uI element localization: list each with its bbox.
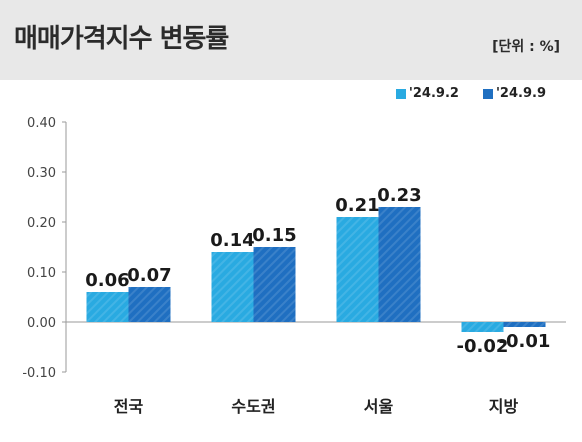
x-category-label: 전국 xyxy=(114,397,144,416)
data-label: -0.01 xyxy=(499,331,551,352)
chart-header: 매매가격지수 변동률 [단위 : %] xyxy=(0,0,582,80)
chart-legend: '24.9.2 '24.9.9 xyxy=(395,86,546,101)
bar-2 xyxy=(503,322,546,327)
bar-2 xyxy=(253,247,296,322)
chart-title: 매매가격지수 변동률 xyxy=(14,24,229,54)
legend-swatch-series-1 xyxy=(395,88,406,99)
y-tick-label: 0.20 xyxy=(27,216,56,231)
data-label: 0.06 xyxy=(85,270,129,291)
data-label: -0.02 xyxy=(457,336,509,357)
bar-1 xyxy=(86,292,129,322)
x-category-label: 수도권 xyxy=(231,397,275,416)
bar-2 xyxy=(378,207,421,322)
legend-item-series-1: '24.9.2 xyxy=(395,86,459,101)
legend-label-series-2: '24.9.9 xyxy=(495,86,546,101)
legend-label-series-1: '24.9.2 xyxy=(408,86,459,101)
legend-swatch-series-2 xyxy=(482,88,493,99)
unit-label: [단위 : %] xyxy=(492,39,560,55)
data-label: 0.07 xyxy=(127,265,171,286)
data-label: 0.15 xyxy=(252,225,296,246)
legend-item-series-2: '24.9.9 xyxy=(482,86,546,101)
y-tick-label: 0.10 xyxy=(27,266,56,281)
y-tick-label: -0.10 xyxy=(22,366,56,381)
bar-1 xyxy=(211,252,254,322)
data-label: 0.21 xyxy=(335,195,379,216)
data-label: 0.14 xyxy=(210,230,254,251)
bar-1 xyxy=(461,322,504,332)
bar-2 xyxy=(128,287,171,322)
bar-1 xyxy=(336,217,379,322)
y-tick-label: 0.00 xyxy=(27,316,56,331)
y-tick-label: 0.40 xyxy=(27,116,56,131)
y-tick-label: 0.30 xyxy=(27,166,56,181)
data-label: 0.23 xyxy=(377,185,421,206)
x-category-label: 지방 xyxy=(489,397,519,416)
x-category-label: 서울 xyxy=(364,397,394,416)
